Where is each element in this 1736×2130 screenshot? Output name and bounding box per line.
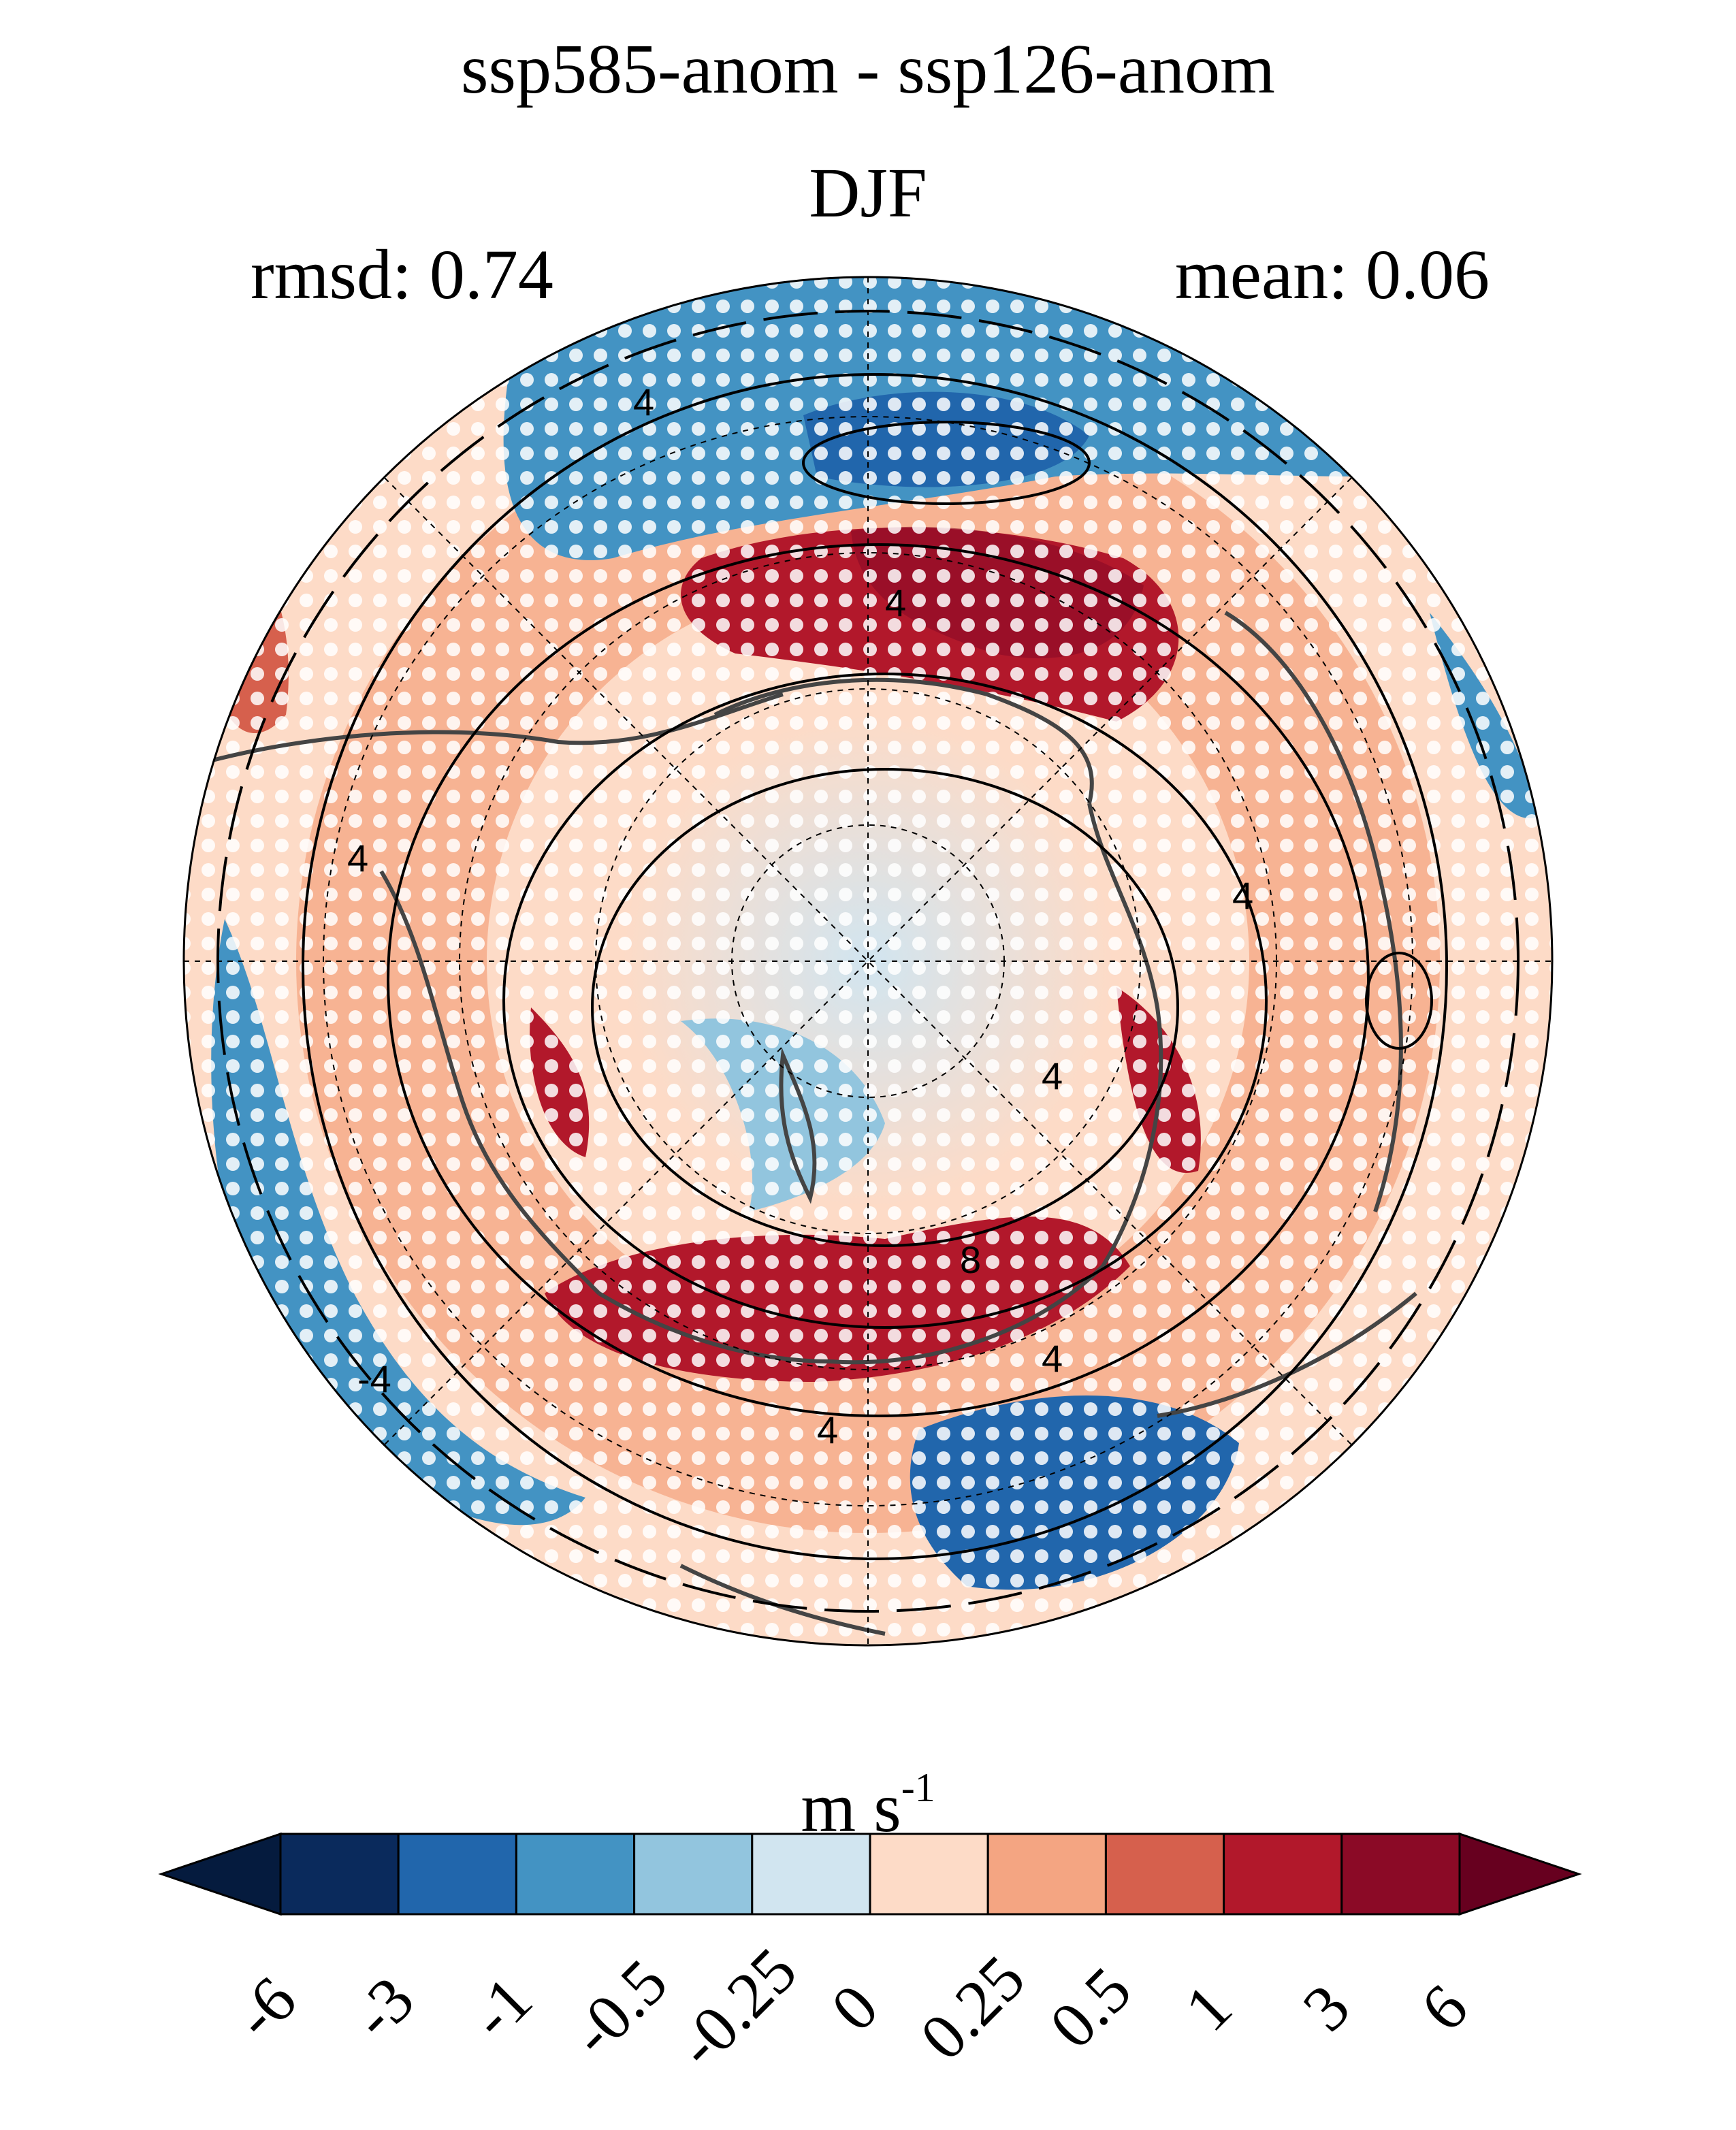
colorbar-bin: [1223, 1833, 1343, 1916]
colorbar-tick-label: -0.25: [662, 1933, 810, 2081]
mean-stat: mean: 0.06: [1174, 236, 1490, 314]
colorbar-under-arrow: [158, 1832, 282, 1916]
colorbar: -6 -3 -1 -0.5-0.25 0 0.250.5 1 3 6: [158, 1832, 1582, 2082]
mean-contours: [302, 373, 1448, 1560]
colorbar-tick-label: -1: [455, 1963, 545, 2052]
colorbar-bin: [397, 1833, 517, 1916]
contour-label: 4: [817, 1408, 838, 1451]
colorbar-bin: [633, 1833, 754, 1916]
units-base: m s: [801, 1769, 901, 1847]
colorbar-over-arrow: [1458, 1832, 1582, 1916]
contour-labels: 4 4 4 4 4 4 4 -4 8: [347, 381, 1253, 1451]
season-label: DJF: [809, 154, 927, 232]
rmsd-stat: rmsd: 0.74: [251, 236, 553, 314]
contour-label: 4: [633, 381, 654, 423]
map-boundary: [182, 276, 1554, 1647]
colorbar-tick-label: -0.5: [556, 1945, 681, 2069]
colorbar-tick-label: 3: [1289, 1970, 1364, 2045]
graticule: [184, 277, 1552, 1645]
contour-label: 8: [960, 1238, 981, 1281]
map-field: [184, 277, 1552, 1645]
contour-label: 4: [885, 581, 906, 624]
contour-label: 4: [1042, 1337, 1063, 1380]
colorbar-tick-label: 0.25: [906, 1941, 1038, 2073]
colorbar-tick-label: 0: [817, 1970, 892, 2045]
contour-label: 4: [1042, 1054, 1063, 1097]
contour-label: 4: [347, 837, 368, 880]
map-title: ssp585-anom - ssp126-anom: [461, 30, 1275, 108]
colorbar-tick-label: 1: [1171, 1970, 1246, 2045]
coastlines: [204, 611, 1417, 1636]
colorbar-bin: [1104, 1833, 1225, 1916]
colorbar-bin: [515, 1833, 636, 1916]
contour-label: -4: [357, 1357, 391, 1400]
colorbar-bin: [869, 1833, 989, 1916]
colorbar-bin: [279, 1833, 400, 1916]
colorbar-tick-label: -6: [220, 1963, 310, 2052]
colorbar-bin: [751, 1833, 871, 1916]
colorbar-units: m s-1: [0, 1767, 1736, 1843]
contour-label: 4: [1232, 874, 1253, 917]
units-exponent: -1: [901, 1765, 935, 1811]
colorbar-tick-label: 0.5: [1035, 1953, 1145, 2063]
colorbar-tick-label: -3: [338, 1963, 428, 2052]
colorbar-tick-label: 6: [1407, 1970, 1481, 2045]
significance-stippling: [184, 277, 1552, 1645]
colorbar-bin: [986, 1833, 1107, 1916]
colorbar-bin: [1340, 1833, 1461, 1916]
